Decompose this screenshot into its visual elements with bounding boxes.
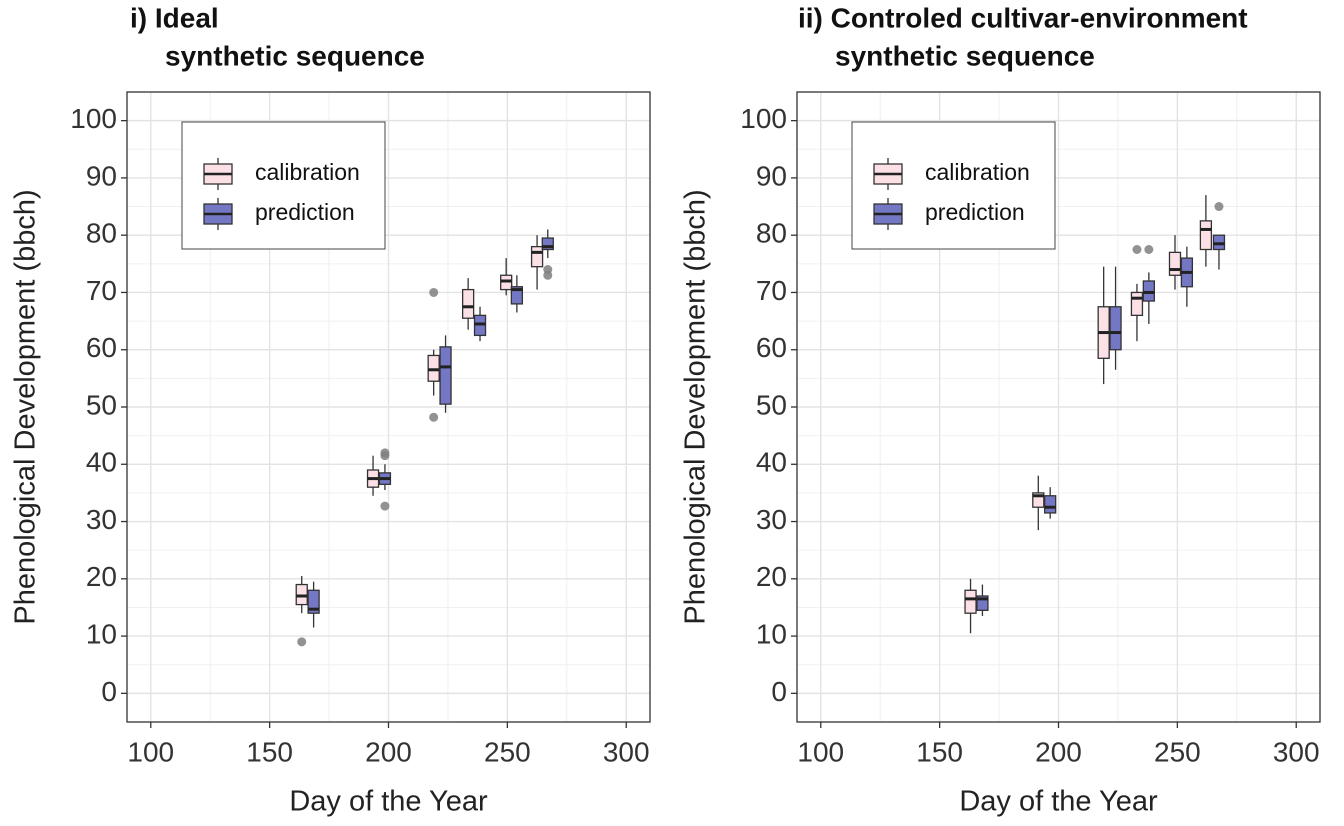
x-tick-label: 250 [484, 736, 531, 767]
y-tick-label: 20 [756, 561, 787, 592]
legend-label: prediction [255, 199, 355, 225]
x-tick-label: 300 [1273, 736, 1320, 767]
legend-label: prediction [925, 199, 1025, 225]
box [461, 288, 475, 319]
y-tick-label: 50 [86, 389, 117, 420]
outlier [297, 637, 307, 647]
outlier [380, 448, 390, 458]
y-tick-label: 20 [86, 561, 117, 592]
outlier [543, 270, 553, 280]
x-axis-title: Day of the Year [959, 786, 1158, 818]
y-tick-label: 0 [101, 676, 117, 707]
x-tick-label: 250 [1154, 736, 1201, 767]
y-tick-label: 90 [756, 160, 787, 191]
y-tick-label: 50 [756, 389, 787, 420]
legend-label: calibration [255, 159, 360, 185]
x-tick-label: 200 [365, 736, 412, 767]
x-tick-label: 150 [246, 736, 293, 767]
box [1109, 306, 1122, 351]
y-tick-label: 80 [86, 218, 117, 249]
box [510, 286, 524, 305]
panel: i) Ideal synthetic sequence 0 10 20 30 40 50 60 7… [10, 2, 651, 818]
outlier [429, 287, 439, 297]
y-tick-label: 30 [86, 504, 117, 535]
box [976, 595, 989, 611]
box [530, 245, 544, 268]
box [1168, 251, 1182, 276]
x-tick-label: 300 [603, 736, 650, 767]
chart-title: ii) Controled cultivar-environment [798, 2, 1248, 33]
box [1130, 291, 1144, 317]
chart-title: i) Ideal [130, 2, 219, 33]
box [964, 589, 977, 614]
plot-border [796, 91, 1321, 723]
y-tick-label: 100 [740, 103, 787, 134]
y-tick-label: 60 [86, 332, 117, 363]
box [541, 237, 554, 251]
box [1199, 220, 1213, 251]
y-tick-label: 40 [756, 447, 787, 478]
outlier [429, 412, 439, 422]
y-tick-label: 10 [756, 618, 787, 649]
outlier [1214, 202, 1224, 212]
legend: calibration prediction [851, 121, 1056, 250]
y-tick-label: 100 [70, 103, 117, 134]
panel: ii) Controled cultivar-environment synthe… [680, 2, 1321, 818]
y-tick-label: 60 [756, 332, 787, 363]
x-tick-label: 100 [127, 736, 174, 767]
plot-border [126, 91, 651, 723]
legend: calibration prediction [181, 121, 386, 250]
outlier [380, 501, 390, 511]
x-axis-title: Day of the Year [289, 786, 488, 818]
y-tick-label: 70 [86, 275, 117, 306]
box [1044, 495, 1057, 514]
box [307, 589, 320, 614]
y-tick-label: 10 [86, 618, 117, 649]
y-tick-label: 30 [756, 504, 787, 535]
x-tick-label: 150 [916, 736, 963, 767]
chart-title: synthetic sequence [835, 40, 1095, 71]
x-tick-label: 100 [797, 736, 844, 767]
x-tick-label: 200 [1035, 736, 1082, 767]
outlier [1132, 245, 1142, 254]
y-tick-label: 80 [756, 218, 787, 249]
outlier [1144, 245, 1154, 254]
y-axis-title: Phenological Development (bbch) [680, 189, 712, 624]
box [1032, 492, 1045, 508]
chart-title: synthetic sequence [165, 40, 425, 71]
legend-box [851, 121, 1056, 250]
box [439, 346, 452, 405]
y-tick-label: 70 [756, 275, 787, 306]
y-axis-title: Phenological Development (bbch) [10, 189, 42, 624]
y-tick-label: 90 [86, 160, 117, 191]
y-tick-label: 40 [86, 447, 117, 478]
y-tick-label: 0 [771, 676, 787, 707]
legend-label: calibration [925, 159, 1030, 185]
legend-box [181, 121, 386, 250]
